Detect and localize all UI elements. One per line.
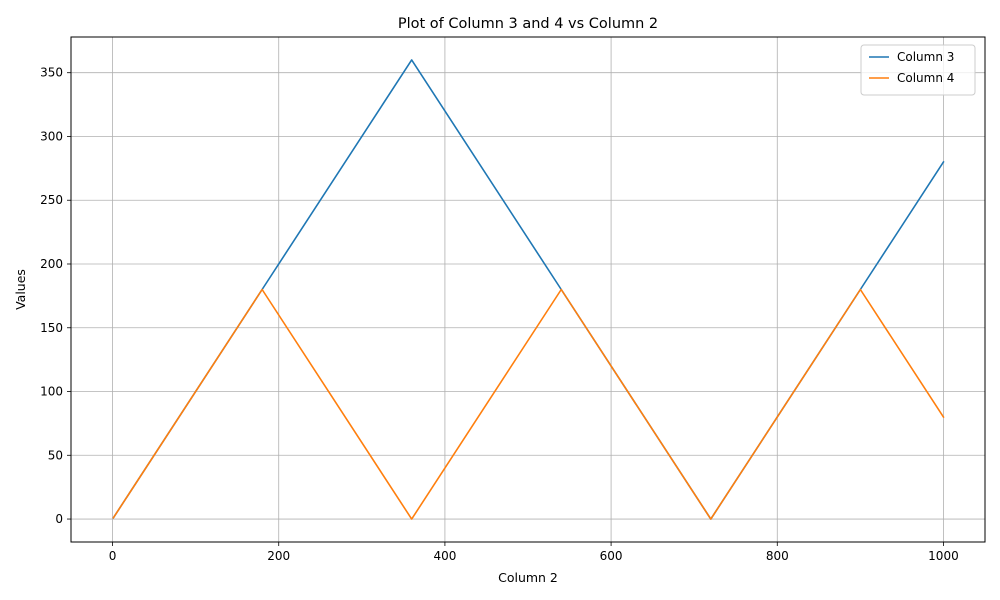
x-tick-label: 0	[109, 549, 117, 563]
legend: Column 3 Column 4	[860, 44, 976, 96]
x-axis-ticks: 0 200 400 600 800 1000	[109, 542, 959, 563]
y-tick-label: 350	[40, 66, 63, 80]
y-axis-label: Values	[13, 269, 28, 310]
plot-frame	[70, 36, 986, 543]
grid-lines	[71, 37, 985, 542]
y-tick-label: 0	[55, 512, 63, 526]
x-axis-label: Column 2	[498, 570, 558, 585]
y-tick-label: 250	[40, 193, 63, 207]
y-tick-label: 150	[40, 321, 63, 335]
x-tick-label: 800	[766, 549, 789, 563]
y-tick-label: 300	[40, 129, 63, 143]
y-axis-ticks: 0 50 100 150 200 250 300 350	[40, 66, 71, 526]
legend-label: Column 4	[897, 71, 954, 85]
legend-label: Column 3	[897, 50, 954, 64]
y-tick-label: 100	[40, 385, 63, 399]
chart-title: Plot of Column 3 and 4 vs Column 2	[398, 16, 658, 32]
y-tick-label: 200	[40, 257, 63, 271]
x-tick-label: 1000	[928, 549, 959, 563]
x-tick-label: 600	[600, 549, 623, 563]
x-tick-label: 200	[267, 549, 290, 563]
series-line-2	[112, 288, 945, 520]
x-tick-label: 400	[433, 549, 456, 563]
legend-box	[860, 44, 976, 96]
series-lines	[112, 59, 945, 520]
y-tick-label: 50	[48, 448, 63, 462]
